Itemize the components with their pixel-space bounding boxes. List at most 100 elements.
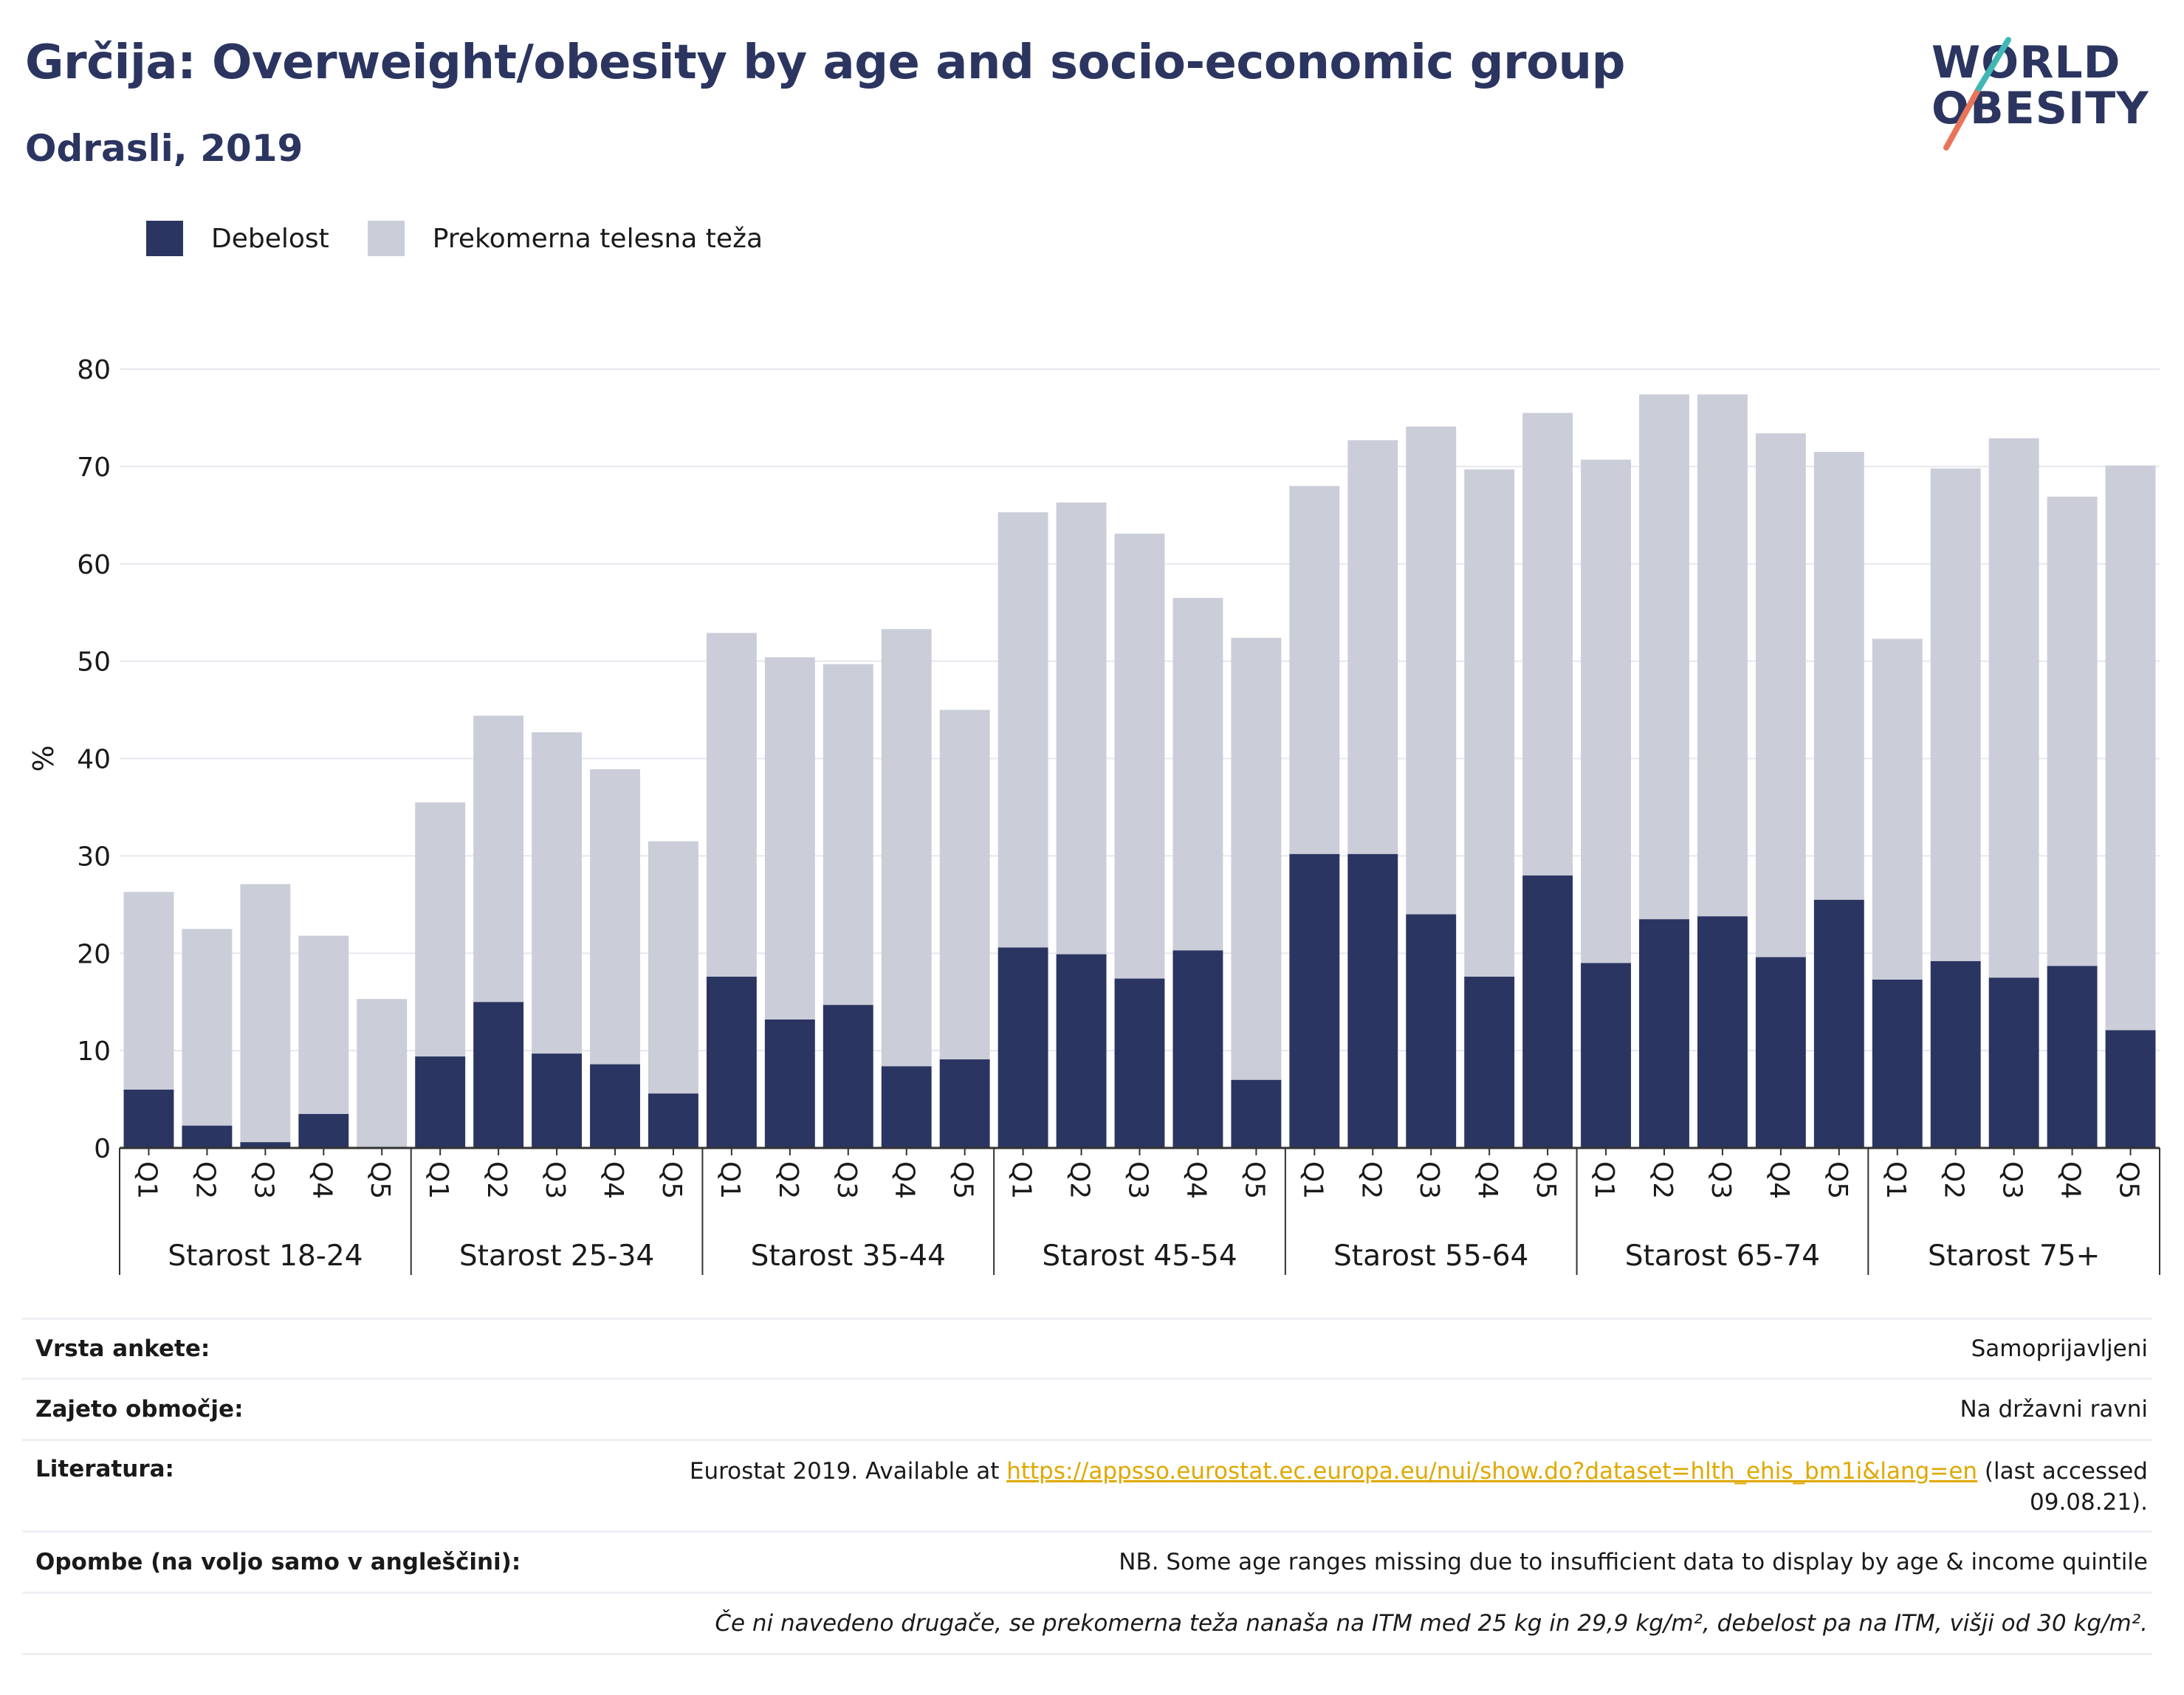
legend-label-overweight: Prekomerna telesna teža [432, 223, 763, 254]
bar-obesity [706, 976, 757, 1148]
bar-overweight [1347, 440, 1398, 854]
bar-obesity [298, 1113, 349, 1148]
literature-link[interactable]: https://appsso.eurostat.ec.europa.eu/nui… [1006, 1458, 1978, 1485]
bar-overweight [2047, 496, 2098, 966]
bar-obesity [1347, 853, 1398, 1148]
bar-obesity [1289, 853, 1340, 1148]
bar-overweight [1581, 459, 1631, 963]
bar-obesity [1231, 1079, 1282, 1148]
legend-label-obesity: Debelost [211, 223, 329, 254]
x-tick-label: Q3 [248, 1161, 278, 1199]
bar-obesity [939, 1059, 990, 1148]
bar-obesity [182, 1125, 233, 1148]
bar-obesity [240, 1142, 291, 1148]
bar-overweight [881, 629, 932, 1067]
footer-notes-value: NB. Some age ranges missing due to insuf… [1119, 1549, 2148, 1575]
bar-overweight [1231, 637, 1282, 1080]
x-tick-label: Q4 [1472, 1161, 1503, 1199]
bar-overweight [1755, 433, 1806, 957]
group-label: Starost 35-44 [751, 1240, 946, 1273]
x-tick-label: Q1 [131, 1161, 162, 1199]
group-label: Starost 45-54 [1042, 1240, 1237, 1273]
world-obesity-logo: WORLD OBESITY [1920, 37, 2163, 155]
footer-row-notes: Opombe (na voljo samo v angleščini): NB.… [22, 1530, 2152, 1592]
bar-overweight [1639, 394, 1689, 920]
bar-overweight [1522, 413, 1573, 876]
x-tick-label: Q5 [656, 1161, 687, 1199]
bar-obesity [415, 1056, 466, 1148]
bar-obesity [123, 1089, 174, 1148]
y-tick-label: 20 [77, 939, 111, 969]
bar-obesity [997, 947, 1048, 1148]
y-tick-label: 40 [77, 745, 111, 775]
x-tick-label: Q2 [1356, 1161, 1386, 1199]
y-tick-label: 10 [77, 1036, 111, 1067]
bar-obesity [2047, 966, 2098, 1148]
x-tick-label: Q2 [481, 1161, 512, 1199]
footer-row-literature: Literatura: Eurostat 2019. Available at … [22, 1439, 2152, 1530]
y-axis-label: % [27, 745, 60, 771]
bar-obesity [1172, 950, 1223, 1148]
bar-obesity [1464, 976, 1515, 1148]
bar-overweight [648, 841, 698, 1094]
x-tick-label: Q5 [365, 1161, 395, 1199]
y-tick-label: 30 [77, 842, 111, 872]
x-tick-label: Q4 [306, 1161, 337, 1199]
x-tick-label: Q5 [1531, 1161, 1561, 1199]
bar-overweight [240, 884, 291, 1143]
footer-definition: Če ni navedeno drugače, se prekomerna te… [22, 1592, 2152, 1655]
chart-title: Grčija: Overweight/obesity by age and so… [25, 35, 1625, 90]
bar-overweight [415, 802, 466, 1057]
footer-area-key: Zajeto območje: [35, 1396, 244, 1423]
bar-obesity [648, 1093, 698, 1148]
bar-obesity [823, 1005, 873, 1148]
x-tick-label: Q3 [831, 1161, 862, 1199]
x-tick-label: Q4 [598, 1161, 628, 1199]
y-tick-label: 80 [77, 355, 111, 385]
bar-obesity [1114, 978, 1165, 1148]
y-tick-label: 70 [77, 453, 111, 483]
x-tick-label: Q4 [1181, 1161, 1211, 1199]
footer-area-value: Na državni ravni [1960, 1396, 2148, 1423]
x-tick-label: Q1 [1297, 1161, 1328, 1199]
x-tick-label: Q1 [1881, 1161, 1911, 1199]
bar-obesity [532, 1053, 583, 1148]
legend-swatch-overweight [367, 221, 405, 256]
bar-overweight [1988, 438, 2039, 978]
group-label: Starost 18-24 [168, 1240, 363, 1273]
bar-overweight [1114, 533, 1165, 979]
x-tick-label: Q1 [423, 1161, 453, 1199]
bar-obesity [1056, 954, 1107, 1148]
bar-overweight [1406, 426, 1457, 915]
group-label: Starost 55-64 [1333, 1240, 1528, 1273]
x-tick-label: Q4 [890, 1161, 920, 1199]
x-tick-label: Q5 [1822, 1161, 1852, 1199]
bar-overweight [939, 709, 990, 1059]
bar-obesity [2105, 1030, 2156, 1148]
bar-obesity [1813, 899, 1864, 1148]
bar-obesity [473, 1002, 524, 1148]
x-tick-label: Q3 [540, 1161, 570, 1199]
chart-footer: Vrsta ankete: Samoprijavljeni Zajeto obm… [22, 1318, 2152, 1655]
bar-obesity [1522, 875, 1573, 1148]
y-tick-label: 60 [77, 550, 111, 580]
footer-row-area: Zajeto območje: Na državni ravni [22, 1378, 2152, 1439]
x-tick-label: Q3 [1997, 1161, 2027, 1199]
y-tick-label: 0 [94, 1134, 111, 1164]
literature-prefix: Eurostat 2019. Available at [689, 1458, 1007, 1485]
group-label: Starost 25-34 [459, 1240, 654, 1273]
footer-survey-key: Vrsta ankete: [35, 1335, 210, 1362]
bar-overweight [1697, 394, 1748, 917]
bar-overweight [1289, 486, 1340, 854]
bar-overweight [1464, 469, 1515, 977]
footer-literature-value: Eurostat 2019. Available at https://apps… [690, 1456, 2152, 1530]
chart-legend: Debelost Prekomerna telesna teža [146, 220, 801, 257]
x-tick-label: Q1 [1006, 1161, 1037, 1199]
x-tick-label: Q5 [2114, 1161, 2144, 1199]
bar-overweight [764, 657, 815, 1020]
bar-overweight [706, 633, 757, 977]
bar-overweight [298, 935, 349, 1114]
bar-obesity [1406, 914, 1457, 1148]
bar-overweight [473, 715, 524, 1003]
logo-slash-icon [1943, 37, 2011, 151]
